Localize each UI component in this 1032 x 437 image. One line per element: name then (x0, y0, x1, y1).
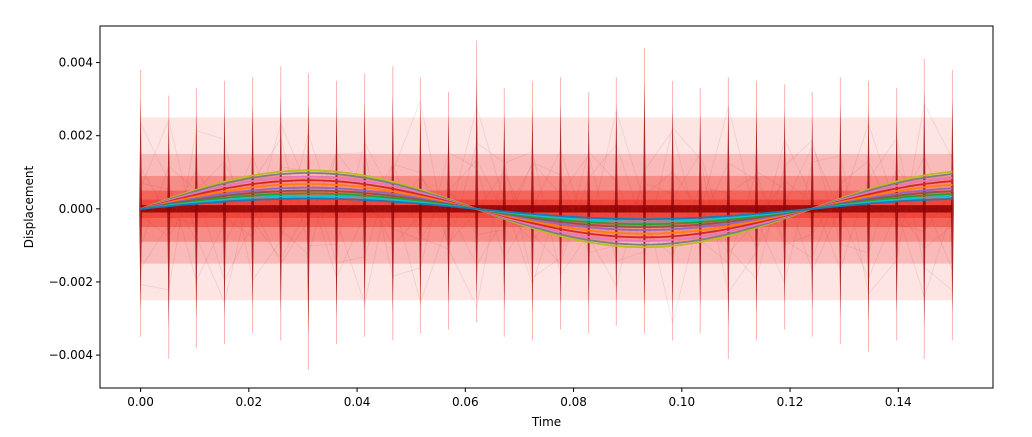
spike (447, 115, 451, 306)
spike (167, 118, 171, 329)
spike (418, 103, 422, 309)
spike (838, 103, 842, 318)
spike (922, 88, 926, 329)
series-line (140, 197, 953, 220)
x-tick-label: 0.00 (127, 395, 154, 409)
spike (530, 106, 534, 315)
x-tick-label: 0.10 (668, 395, 695, 409)
spike (306, 100, 310, 338)
x-tick-label: 0.06 (452, 395, 479, 409)
y-tick-label: −0.004 (49, 348, 93, 362)
x-axis-label: Time (531, 415, 561, 429)
y-tick-label: −0.002 (49, 275, 93, 289)
x-tick-label: 0.14 (885, 395, 912, 409)
y-axis-label: Displacement (22, 165, 36, 248)
plot-frame (99, 25, 994, 389)
spike (783, 109, 787, 306)
y-tick-label: 0.002 (59, 129, 93, 143)
x-tick-label: 0.04 (344, 395, 371, 409)
spike (222, 106, 226, 318)
density-band-core (140, 205, 953, 213)
spike (698, 112, 702, 309)
spike (363, 100, 367, 312)
spike (391, 94, 395, 315)
noise-trace (140, 122, 953, 282)
spike (810, 115, 814, 312)
noise-trace (140, 99, 953, 324)
y-tick-label: 0.000 (59, 202, 93, 216)
x-tick-label: 0.02 (235, 395, 262, 409)
spike (614, 103, 618, 303)
spike (139, 97, 143, 312)
spike (895, 112, 899, 315)
noise-trace (140, 161, 953, 266)
noise-trace (140, 151, 953, 265)
spike (671, 106, 675, 315)
spike (251, 103, 255, 309)
x-tick-label: 0.12 (777, 395, 804, 409)
spike (867, 106, 871, 323)
spike (642, 80, 646, 309)
spike (279, 94, 283, 315)
spike (194, 112, 198, 320)
spike (335, 106, 339, 318)
y-axis-ticks: −0.004 −0.002 0.000 0.002 0.004 (49, 56, 100, 362)
y-tick-label: 0.004 (59, 56, 93, 70)
x-tick-label: 0.08 (560, 395, 587, 409)
noise-trace (140, 122, 953, 299)
spike (587, 115, 591, 309)
spike (754, 106, 758, 315)
spike (475, 74, 479, 300)
noise-trace (140, 105, 953, 305)
x-axis-ticks: 0.00 0.02 0.04 0.06 0.08 0.10 0.12 0.14 (127, 388, 912, 409)
spike (950, 97, 954, 315)
series-lines (140, 169, 953, 249)
spike (559, 103, 563, 306)
